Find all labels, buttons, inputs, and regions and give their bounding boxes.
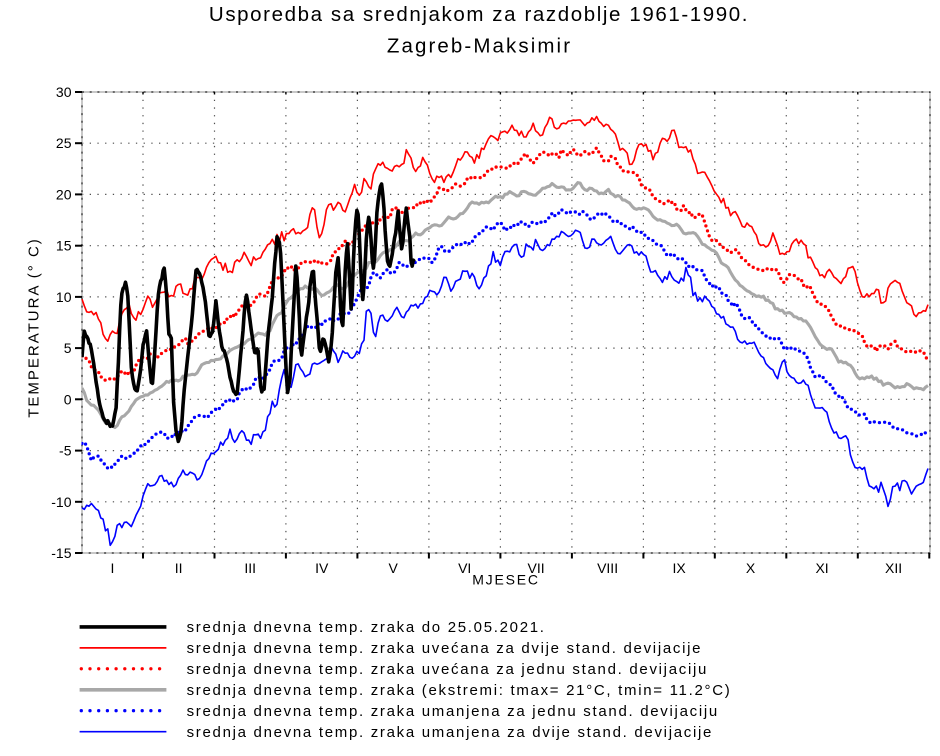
svg-text:I: I	[111, 560, 115, 576]
svg-text:srednja dnevna temp. zraka uma: srednja dnevna temp. zraka umanjena za j…	[187, 703, 719, 720]
svg-text:II: II	[175, 560, 183, 576]
svg-text:srednja dnevna temp. zraka (ek: srednja dnevna temp. zraka (ekstremi: tm…	[187, 682, 732, 699]
svg-text:IX: IX	[672, 560, 686, 576]
svg-text:Usporedba sa srednjakom za raz: Usporedba sa srednjakom za razdoblje 196…	[209, 3, 749, 26]
svg-text:-10: -10	[51, 494, 71, 510]
svg-text:30: 30	[56, 84, 72, 100]
svg-text:X: X	[746, 560, 756, 576]
svg-text:Zagreb-Maksimir: Zagreb-Maksimir	[387, 34, 572, 57]
svg-text:srednja dnevna temp. zraka uve: srednja dnevna temp. zraka uvećana za je…	[187, 661, 708, 678]
svg-text:10: 10	[56, 289, 72, 305]
svg-text:VIII: VIII	[597, 560, 618, 576]
svg-text:XII: XII	[885, 560, 902, 576]
svg-text:V: V	[389, 560, 399, 576]
svg-text:IV: IV	[315, 560, 329, 576]
svg-text:srednja dnevna temp. zraka do: srednja dnevna temp. zraka do 25.05.2021…	[187, 619, 546, 636]
svg-text:20: 20	[56, 186, 72, 202]
svg-text:25: 25	[56, 135, 72, 151]
svg-text:TEMPERATURA (° C): TEMPERATURA (° C)	[26, 237, 43, 418]
svg-text:srednja dnevna temp. zraka uma: srednja dnevna temp. zraka umanjena za d…	[187, 724, 713, 741]
svg-text:-5: -5	[59, 443, 72, 459]
svg-text:0: 0	[64, 391, 72, 407]
svg-text:MJESEC: MJESEC	[472, 572, 540, 588]
svg-text:XI: XI	[815, 560, 828, 576]
svg-text:III: III	[244, 560, 256, 576]
svg-text:srednja dnevna temp. zraka uve: srednja dnevna temp. zraka uvećana za dv…	[187, 640, 703, 657]
svg-text:-15: -15	[51, 545, 71, 561]
svg-text:5: 5	[64, 340, 72, 356]
svg-text:VI: VI	[458, 560, 471, 576]
svg-text:VII: VII	[528, 560, 545, 576]
svg-text:15: 15	[56, 238, 72, 254]
